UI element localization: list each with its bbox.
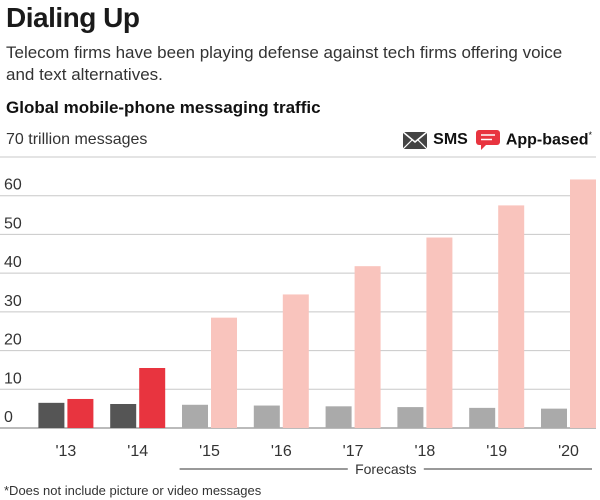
legend-label-sms: SMS [433,131,468,148]
bar-app-based [426,237,453,428]
x-tick-label: '15 [199,443,220,460]
y-tick-label: 40 [4,254,22,271]
y-tick-label: 20 [4,332,22,349]
y-axis-label: 70 trillion messages [6,131,148,148]
x-tick-label: '16 [271,443,292,460]
bar-sms [397,407,424,428]
bar-app-based [211,317,237,428]
bar-sms [325,406,352,428]
x-tick-label: '18 [414,443,435,460]
x-tick-label: '19 [486,443,507,460]
bar-app-based [354,266,381,428]
y-tick-label: 60 [4,177,22,194]
bar-app-based [282,294,309,428]
bar-sms [110,403,137,428]
x-tick-label: '13 [55,443,76,460]
dek: Telecom firms have been playing defense … [6,43,563,84]
x-tick-label: '17 [343,443,364,460]
legend-label-app: App-based* [505,130,592,149]
bar-app-based [570,179,596,428]
legend-item-sms: SMS [403,131,468,149]
footnote: *Does not include picture or video messa… [4,483,262,498]
bar-sms [541,408,567,428]
x-tick-label: '20 [558,443,579,460]
chart-title: Global mobile-phone messaging traffic [6,98,321,117]
y-tick-label: 30 [4,293,22,310]
headline: Dialing Up [6,2,140,33]
chat-bubble-icon [475,130,500,150]
bar-sms [182,404,208,428]
legend: SMS App-based* [403,130,592,150]
envelope-icon [403,131,428,149]
legend-item-app: App-based* [475,130,592,150]
x-tick-label: '14 [127,443,148,460]
bar-sms [38,402,65,428]
y-tick-label: 50 [4,215,22,232]
bar-app-based [67,398,94,428]
bar-app-based [139,367,166,428]
y-tick-label: 0 [4,409,13,426]
forecast-label: Forecasts [355,461,416,477]
bar-sms [253,405,280,428]
bar-app-based [498,205,525,428]
bar-sms [469,407,496,428]
y-tick-label: 10 [4,370,22,387]
